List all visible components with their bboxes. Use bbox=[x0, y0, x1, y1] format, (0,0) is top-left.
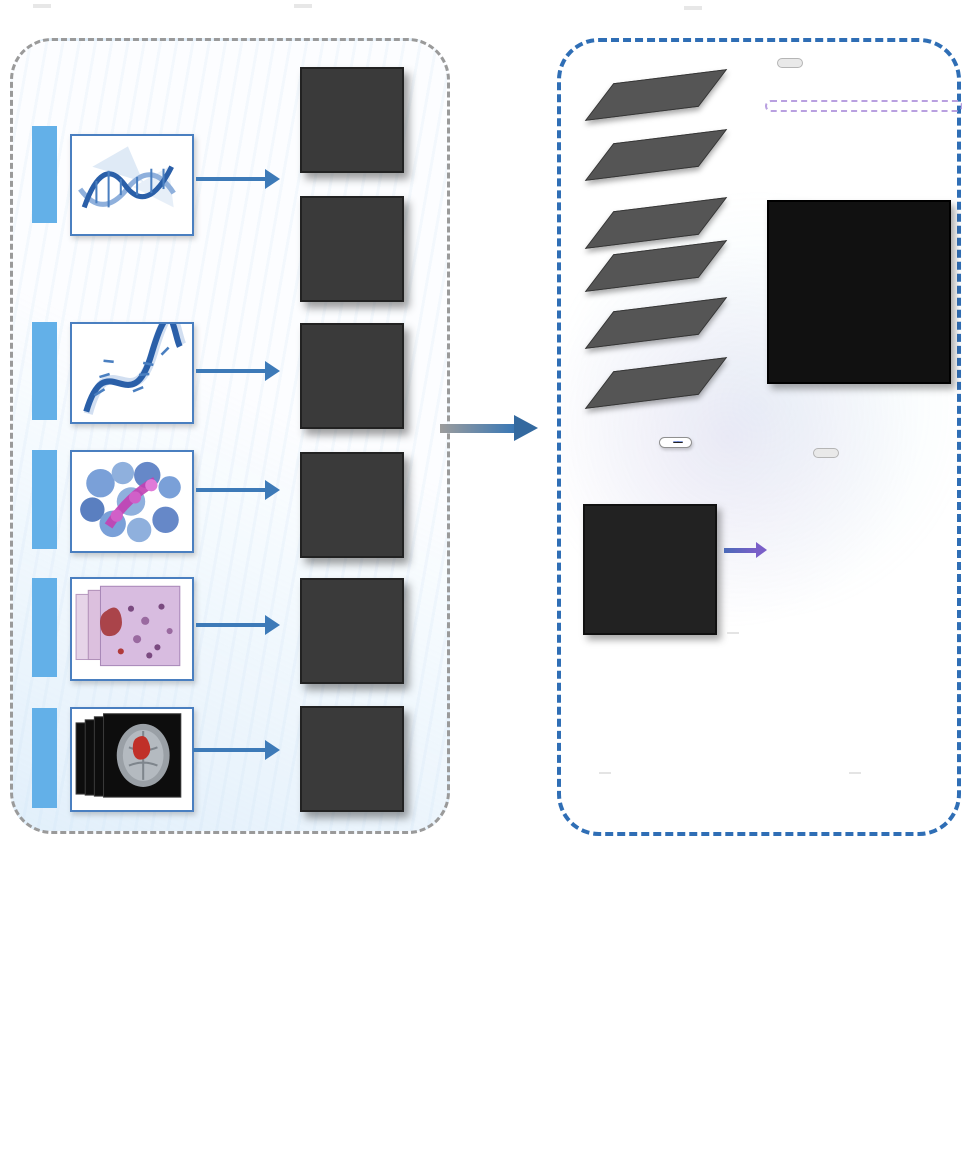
coca-arrow bbox=[724, 542, 767, 558]
pca-scatter bbox=[655, 845, 962, 1149]
radiomics-matrix bbox=[300, 706, 404, 812]
header-multiomic-data bbox=[294, 4, 312, 8]
mutations-matrix bbox=[300, 67, 404, 173]
radiology-arrow bbox=[193, 740, 280, 760]
intermedium-fusion-label bbox=[777, 58, 803, 68]
proteomics-image bbox=[70, 450, 194, 553]
late-fusion-label bbox=[813, 448, 839, 458]
network-label-mofs3 bbox=[599, 772, 611, 774]
dissimilarity-matrix bbox=[583, 504, 717, 635]
wes-arrow bbox=[196, 169, 280, 189]
network-label-mofs2 bbox=[727, 632, 739, 634]
label-pathomics bbox=[32, 578, 57, 677]
fusion-arrow bbox=[440, 415, 538, 441]
panel-d bbox=[655, 845, 962, 1149]
fusion-methods-box bbox=[765, 100, 962, 112]
formula-numerator bbox=[673, 441, 683, 443]
integrative-analysis-box bbox=[557, 38, 962, 836]
mrna-matrix bbox=[300, 323, 404, 429]
binary-matrix bbox=[767, 200, 951, 384]
genomics-image bbox=[70, 134, 194, 236]
cluster-number-chart bbox=[0, 845, 335, 1149]
radiomics-image bbox=[70, 707, 194, 812]
network-label-mofs1 bbox=[849, 772, 861, 774]
transcriptomics-image bbox=[70, 322, 194, 424]
wsi-matrix bbox=[300, 578, 404, 684]
pathomics-image bbox=[70, 577, 194, 681]
label-radiomics bbox=[32, 708, 57, 808]
label-genomics bbox=[32, 126, 57, 223]
label-proteomics bbox=[32, 450, 57, 549]
cnvs-matrix bbox=[300, 196, 404, 302]
header-multimodal-preparing bbox=[33, 4, 51, 8]
wsi-arrow bbox=[196, 615, 280, 635]
jaccard-formula bbox=[659, 437, 692, 448]
consensus-heatmap bbox=[340, 845, 655, 1145]
panel-b bbox=[0, 845, 335, 1149]
rnaseq-arrow bbox=[196, 361, 280, 381]
protein-matrix bbox=[300, 452, 404, 558]
header-integrative-analysis bbox=[684, 6, 702, 10]
lcms-arrow bbox=[196, 480, 280, 500]
panel-c bbox=[340, 845, 655, 1149]
late-fusion-clusters bbox=[770, 501, 948, 633]
label-transcriptomics bbox=[32, 322, 57, 420]
